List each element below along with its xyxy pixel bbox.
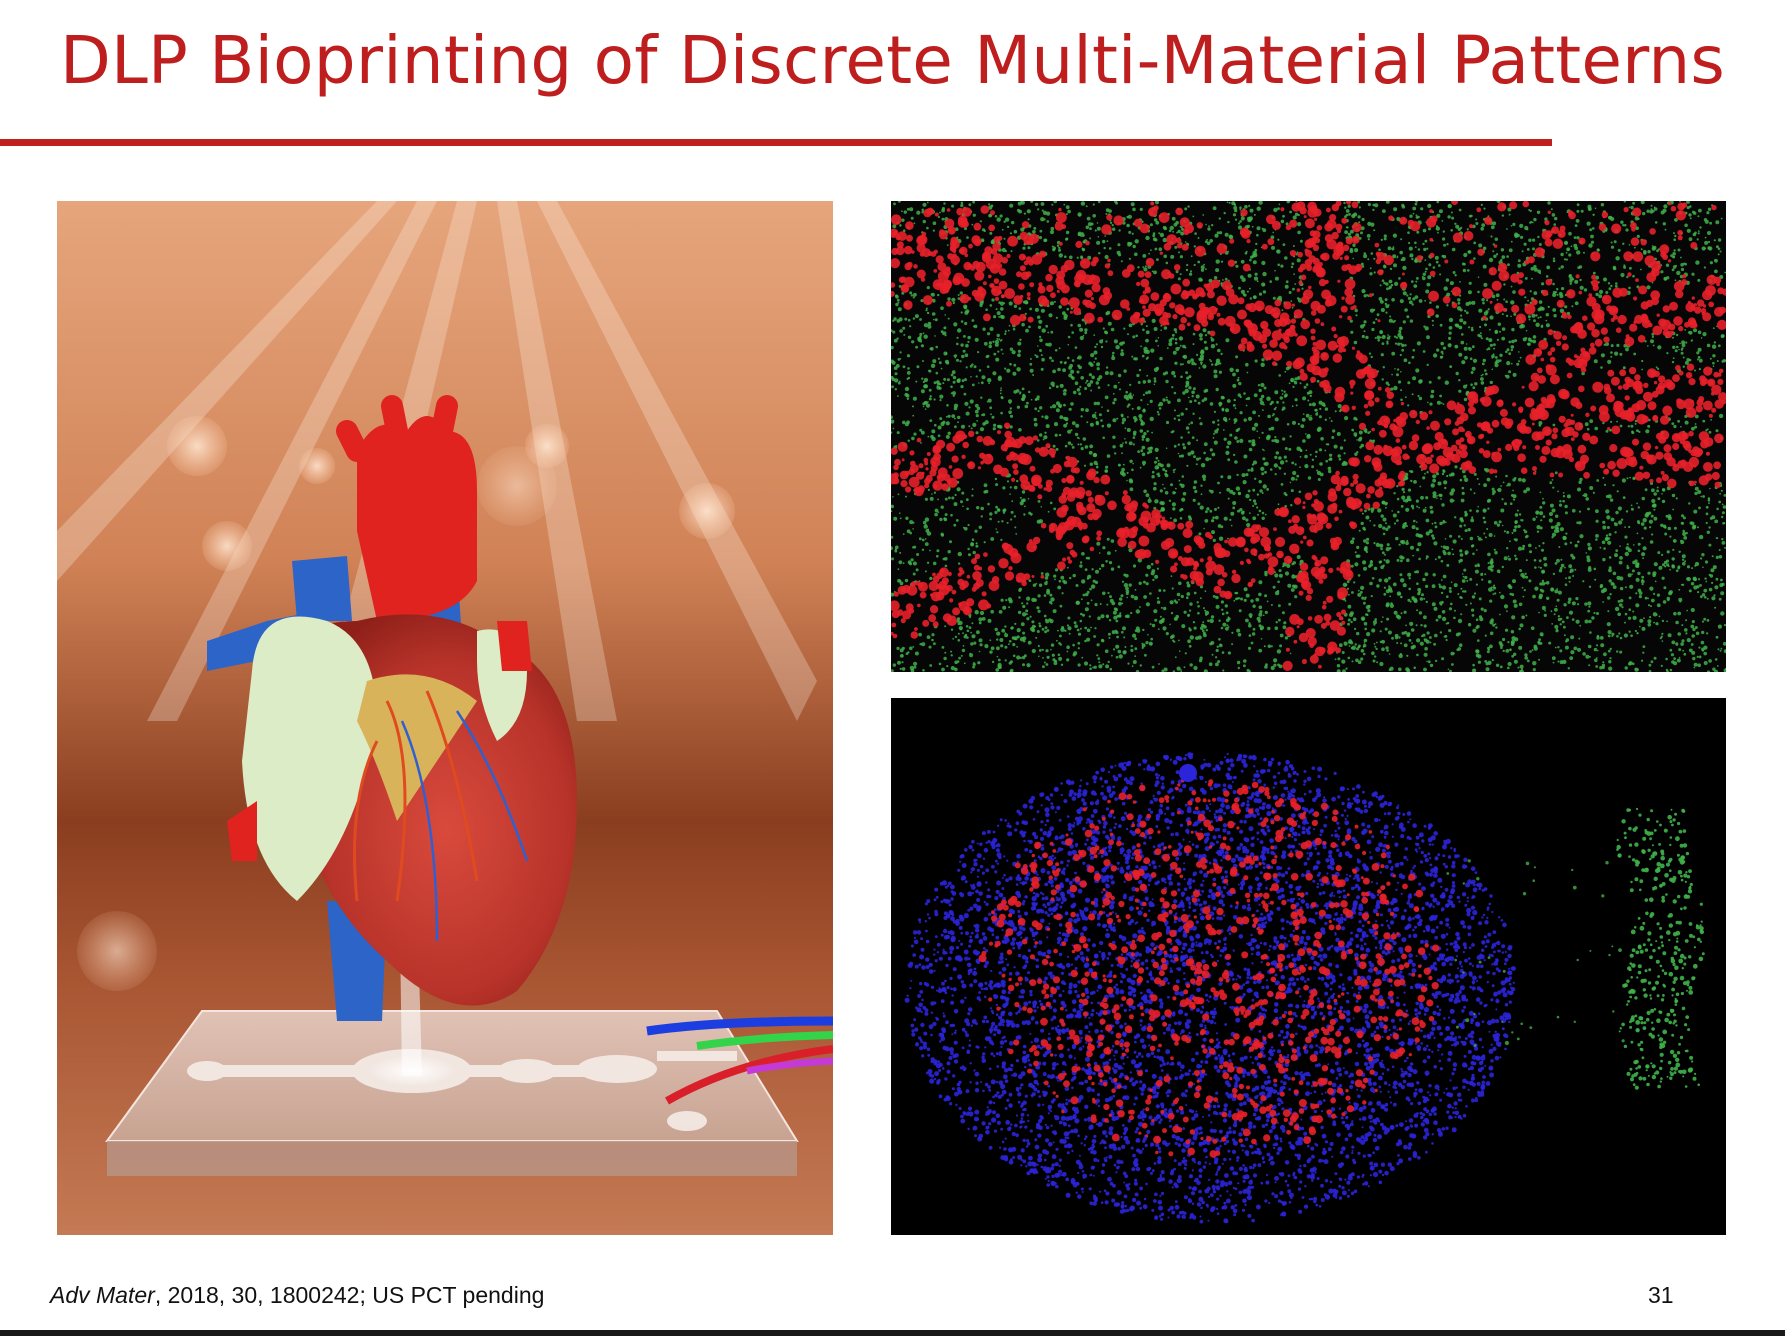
heart-illustration-svg xyxy=(57,201,833,1235)
heart-on-chip-illustration xyxy=(57,201,833,1235)
citation: Adv Mater, 2018, 30, 1800242; US PCT pen… xyxy=(50,1282,544,1309)
slide-number: 31 xyxy=(1648,1282,1674,1308)
micrograph-top-svg xyxy=(891,201,1726,672)
blue-red-green-fluorescence-micrograph xyxy=(891,698,1726,1235)
slide-title: DLP Bioprinting of Discrete Multi-Materi… xyxy=(60,22,1725,99)
citation-journal: Adv Mater xyxy=(50,1282,155,1308)
bottom-border xyxy=(0,1330,1785,1336)
micrograph-bottom-svg xyxy=(904,752,1705,1224)
red-green-fluorescence-micrograph xyxy=(891,201,1726,672)
citation-details: , 2018, 30, 1800242; US PCT pending xyxy=(154,1282,545,1308)
title-underline xyxy=(0,139,1552,146)
